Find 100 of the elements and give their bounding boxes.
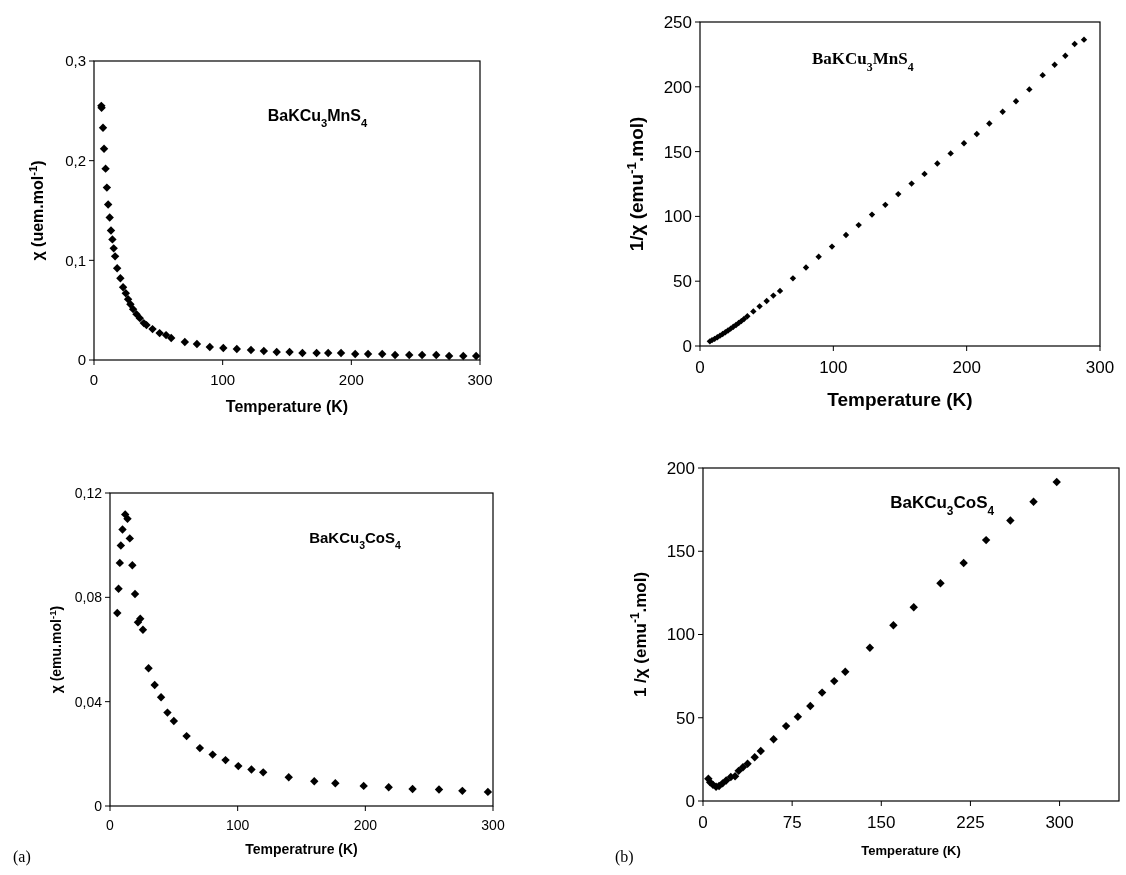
point — [776, 287, 784, 295]
point — [756, 746, 765, 756]
point — [865, 643, 875, 653]
point — [1039, 71, 1046, 79]
point — [444, 351, 454, 361]
point — [125, 534, 134, 543]
point — [921, 170, 928, 178]
point — [973, 130, 980, 138]
y-tick-label: 150 — [666, 542, 695, 562]
point — [116, 541, 126, 550]
point — [793, 712, 803, 721]
point — [744, 312, 751, 320]
point — [432, 350, 441, 360]
point — [750, 753, 759, 762]
point — [1051, 61, 1058, 68]
y-tick-label: 100 — [663, 207, 692, 227]
point — [1062, 52, 1069, 59]
x-axis-title: Temperature (K) — [861, 842, 961, 858]
point — [936, 579, 945, 588]
point — [138, 625, 148, 634]
point — [756, 303, 763, 310]
point — [246, 345, 256, 355]
point — [841, 667, 850, 676]
point — [459, 351, 468, 361]
y-tick-label: 0 — [685, 791, 695, 811]
point — [909, 602, 918, 612]
point — [108, 235, 117, 244]
point — [331, 779, 340, 788]
x-tick-label: 300 — [467, 371, 493, 388]
point — [408, 784, 417, 794]
point — [868, 211, 876, 218]
point — [155, 328, 164, 338]
point — [842, 231, 850, 239]
point — [882, 201, 889, 209]
point — [721, 776, 731, 785]
point — [247, 765, 256, 774]
x-axis-title: Temperature (K) — [225, 398, 349, 415]
point — [908, 180, 915, 187]
point — [770, 292, 777, 299]
y-tick-label: 200 — [663, 77, 692, 97]
point — [458, 786, 467, 796]
point — [769, 735, 778, 744]
point — [150, 680, 159, 690]
y-tick-label: 50 — [673, 272, 692, 292]
point — [1052, 477, 1061, 487]
x-axis-title: Temperature (K) — [827, 388, 973, 410]
x-tick-label: 200 — [338, 371, 364, 388]
point — [167, 333, 176, 343]
x-tick-label: 150 — [867, 813, 896, 832]
x-axis-title: Temperatrure (K) — [245, 840, 358, 857]
point — [483, 787, 493, 797]
point — [1026, 86, 1033, 93]
point — [815, 253, 822, 260]
point — [895, 190, 902, 198]
point — [109, 244, 118, 253]
annotation: BaKCu$_{3}$MnS$_{4}$ — [812, 49, 914, 75]
point — [378, 349, 387, 359]
y-tick-label: 0 — [94, 797, 103, 814]
annotation: BaKCu$_{3}$CoS$_{4}$ — [309, 529, 402, 552]
point — [1080, 36, 1088, 43]
point — [105, 213, 114, 222]
point — [1029, 497, 1038, 506]
point — [350, 349, 360, 359]
point — [121, 289, 130, 298]
x-tick-label: 75 — [782, 813, 802, 832]
point — [417, 350, 427, 360]
point — [208, 750, 217, 759]
point — [128, 304, 138, 314]
point — [889, 620, 898, 630]
point — [182, 731, 191, 741]
point — [336, 348, 346, 358]
y-tick-label: 100 — [666, 625, 695, 645]
x-tick-label: 100 — [225, 817, 250, 833]
annotation: BaKCu$_{3}$MnS$_{4}$ — [267, 106, 369, 129]
point — [789, 275, 797, 282]
point — [802, 264, 810, 271]
point — [114, 584, 123, 593]
x-tick-label: 200 — [952, 358, 981, 377]
point — [148, 324, 157, 334]
point — [806, 701, 815, 711]
point — [284, 773, 293, 782]
point — [116, 274, 125, 283]
point — [999, 108, 1006, 115]
point — [118, 283, 128, 292]
point — [363, 349, 373, 359]
y-tick-label: 200 — [666, 458, 695, 478]
x-tick-label: 300 — [481, 817, 505, 833]
y-tick-label: 0,04 — [74, 693, 103, 710]
x-tick-label: 300 — [1085, 358, 1115, 377]
x-tick-label: 0 — [698, 813, 708, 832]
point — [285, 347, 294, 357]
point — [195, 743, 205, 753]
point — [106, 226, 116, 235]
point — [135, 313, 145, 323]
point — [781, 721, 791, 731]
text: (a) — [13, 848, 31, 866]
y-tick-label: 0,1 — [65, 251, 86, 269]
point — [743, 759, 752, 768]
point — [101, 164, 110, 173]
point — [1006, 516, 1015, 525]
